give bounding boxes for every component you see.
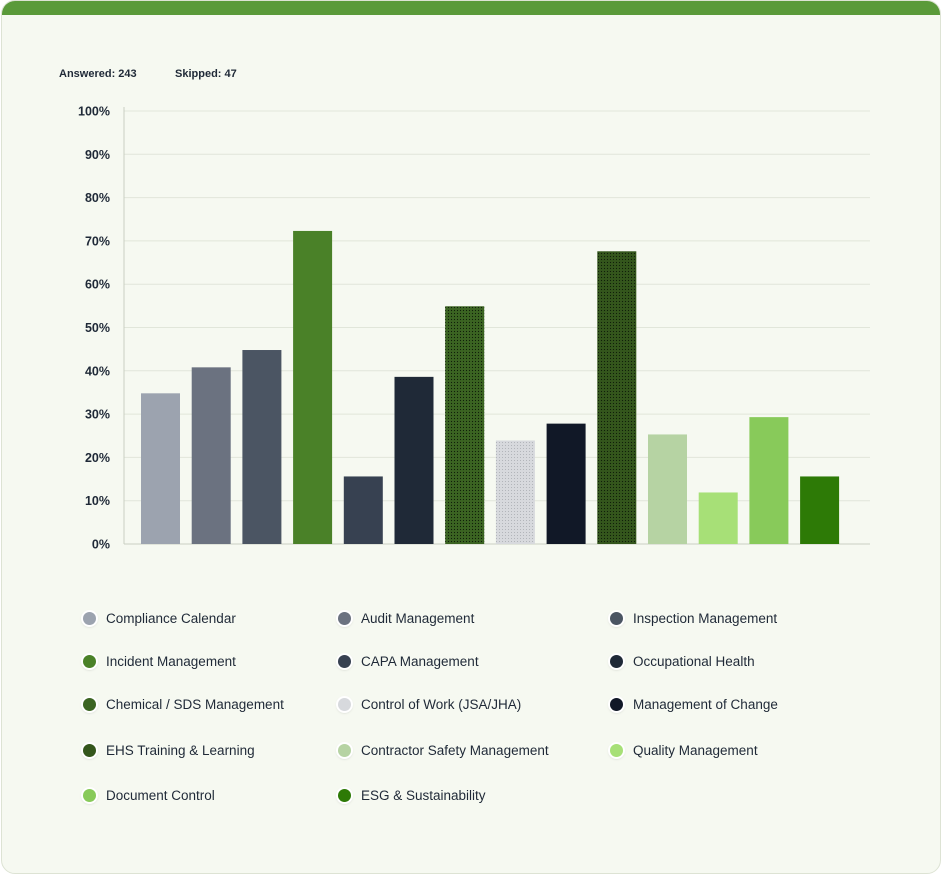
bars (141, 230, 840, 545)
legend-item[interactable]: Chemical / SDS Management (83, 697, 284, 712)
y-tick-label: 40% (85, 364, 110, 378)
legend-swatch (83, 655, 96, 668)
bar[interactable] (546, 423, 586, 544)
legend-swatch (83, 698, 96, 711)
legend-swatch (338, 612, 351, 625)
legend-item[interactable]: ESG & Sustainability (338, 788, 486, 803)
skipped-count: Skipped: 47 (175, 68, 237, 80)
legend-label: Document Control (106, 788, 215, 803)
legend-item[interactable]: Quality Management (610, 743, 758, 758)
legend-item[interactable]: Compliance Calendar (83, 611, 236, 626)
legend-swatch (610, 698, 623, 711)
legend-swatch (83, 744, 96, 757)
y-tick-label: 80% (85, 191, 110, 205)
bar[interactable] (141, 393, 180, 544)
legend-swatch (83, 789, 96, 802)
y-tick-label: 0% (92, 538, 110, 552)
legend-item[interactable]: Document Control (83, 788, 215, 803)
bar[interactable] (597, 251, 637, 545)
legend-swatch (610, 655, 623, 668)
legend-item[interactable]: Control of Work (JSA/JHA) (338, 697, 521, 712)
legend-label: CAPA Management (361, 654, 479, 669)
bar[interactable] (293, 230, 333, 545)
y-tick-label: 20% (85, 451, 110, 465)
legend-item[interactable]: Contractor Safety Management (338, 743, 549, 758)
bar[interactable] (749, 417, 789, 544)
legend-label: Audit Management (361, 611, 475, 626)
legend-swatch (338, 744, 351, 757)
legend-label: EHS Training & Learning (106, 743, 255, 758)
y-tick-label: 50% (85, 321, 110, 335)
legend-item[interactable]: Audit Management (338, 611, 474, 626)
legend-swatch (338, 698, 351, 711)
legend-item[interactable]: Incident Management (83, 654, 236, 669)
y-tick-label: 10% (85, 494, 110, 508)
bar[interactable] (495, 440, 535, 544)
card-top-bar (2, 1, 940, 15)
bar[interactable] (648, 434, 687, 544)
legend-label: Compliance Calendar (106, 611, 236, 626)
legend-label: Chemical / SDS Management (106, 697, 284, 712)
legend-item[interactable]: CAPA Management (338, 654, 479, 669)
bar[interactable] (445, 306, 485, 544)
legend-label: Quality Management (633, 743, 758, 758)
legend-item[interactable]: Management of Change (610, 697, 778, 712)
legend-label: Management of Change (633, 697, 778, 712)
legend-swatch (338, 789, 351, 802)
bar[interactable] (242, 350, 282, 544)
legend-item[interactable]: EHS Training & Learning (83, 743, 255, 758)
bar[interactable] (191, 367, 231, 544)
legend-swatch (83, 612, 96, 625)
legend-label: ESG & Sustainability (361, 788, 486, 803)
bar[interactable] (394, 376, 434, 544)
y-tick-label: 60% (85, 278, 110, 292)
legend-swatch (610, 744, 623, 757)
legend-label: Control of Work (JSA/JHA) (361, 697, 522, 712)
bar[interactable] (800, 476, 840, 544)
bar[interactable] (343, 476, 383, 544)
legend-label: Inspection Management (633, 611, 778, 626)
y-axis: 0% 10% 20% 30% 40% 50% 60% 70% 80% 90% 100% (78, 105, 125, 552)
y-tick-label: 90% (85, 148, 110, 162)
bar[interactable] (698, 492, 738, 544)
legend-label: Occupational Health (633, 654, 755, 669)
legend-swatch (338, 655, 351, 668)
legend-item[interactable]: Occupational Health (610, 654, 755, 669)
legend-item[interactable]: Inspection Management (610, 611, 777, 626)
y-tick-label: 100% (78, 105, 110, 119)
legend-label: Contractor Safety Management (361, 743, 549, 758)
y-tick-label: 30% (85, 408, 110, 422)
legend-swatch (610, 612, 623, 625)
y-tick-label: 70% (85, 234, 110, 248)
answered-count: Answered: 243 (59, 68, 137, 80)
legend-label: Incident Management (106, 654, 236, 669)
